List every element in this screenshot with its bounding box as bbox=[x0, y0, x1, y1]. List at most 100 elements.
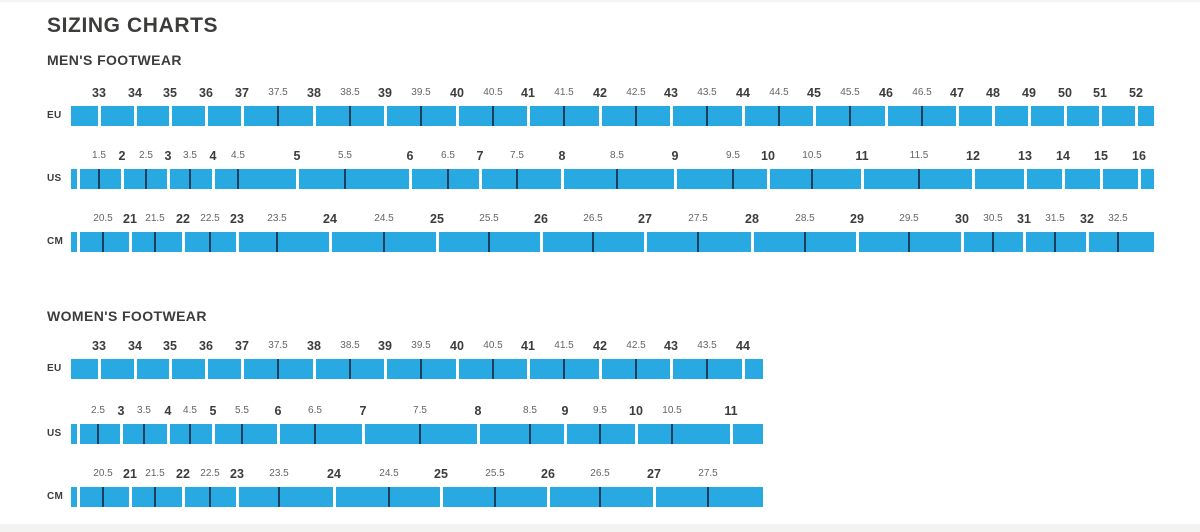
half-size-tick bbox=[671, 424, 673, 444]
size-label: 29 bbox=[850, 212, 864, 226]
whole-size-divider bbox=[362, 424, 365, 444]
half-size-tick bbox=[102, 487, 104, 507]
mens-footwear-row-label-cm: CM bbox=[47, 236, 64, 247]
size-label: 23.5 bbox=[269, 468, 289, 479]
half-size-tick bbox=[697, 232, 699, 252]
whole-size-divider bbox=[635, 424, 638, 444]
whole-size-divider bbox=[670, 359, 673, 379]
whole-size-divider bbox=[169, 359, 172, 379]
half-size-tick bbox=[189, 169, 191, 189]
whole-size-divider bbox=[120, 424, 123, 444]
size-label: 6 bbox=[274, 404, 282, 418]
size-label: 43 bbox=[664, 339, 678, 353]
size-label: 35 bbox=[163, 339, 177, 353]
size-label: 1.5 bbox=[92, 150, 106, 161]
size-label: 21.5 bbox=[145, 213, 165, 224]
size-label: 42.5 bbox=[626, 87, 646, 98]
size-label: 40 bbox=[450, 339, 464, 353]
size-label: 3.5 bbox=[183, 150, 197, 161]
mens-footwear-row-label-eu: EU bbox=[47, 110, 62, 121]
half-size-tick bbox=[143, 424, 145, 444]
half-size-tick bbox=[492, 106, 494, 126]
half-size-tick bbox=[314, 424, 316, 444]
whole-size-divider bbox=[241, 106, 244, 126]
whole-size-divider bbox=[742, 106, 745, 126]
half-size-tick bbox=[529, 424, 531, 444]
size-label: 25 bbox=[434, 467, 448, 481]
whole-size-divider bbox=[205, 106, 208, 126]
half-size-tick bbox=[707, 487, 709, 507]
whole-size-divider bbox=[561, 169, 564, 189]
whole-size-divider bbox=[236, 232, 239, 252]
size-label: 41 bbox=[521, 339, 535, 353]
half-size-tick bbox=[494, 487, 496, 507]
size-label: 5.5 bbox=[338, 150, 352, 161]
bottom-edge-border bbox=[0, 524, 1200, 532]
size-label: 26 bbox=[534, 212, 548, 226]
size-label: 8.5 bbox=[523, 405, 537, 416]
size-label: 3 bbox=[117, 404, 125, 418]
half-size-tick bbox=[488, 232, 490, 252]
size-label: 35 bbox=[163, 86, 177, 100]
whole-size-divider bbox=[167, 424, 170, 444]
half-size-tick bbox=[921, 106, 923, 126]
size-label: 37.5 bbox=[268, 340, 288, 351]
whole-size-divider bbox=[182, 487, 185, 507]
size-label: 45 bbox=[807, 86, 821, 100]
size-label: 8.5 bbox=[610, 150, 624, 161]
size-label: 21 bbox=[123, 212, 137, 226]
half-size-tick bbox=[97, 424, 99, 444]
size-label: 6.5 bbox=[308, 405, 322, 416]
size-label: 23.5 bbox=[267, 213, 287, 224]
size-label: 43 bbox=[664, 86, 678, 100]
half-size-tick bbox=[447, 169, 449, 189]
half-size-tick bbox=[145, 169, 147, 189]
size-label: 16 bbox=[1132, 149, 1146, 163]
womens-footwear-bar-cm bbox=[71, 487, 763, 507]
size-label: 29.5 bbox=[899, 213, 919, 224]
size-label: 24 bbox=[327, 467, 341, 481]
whole-size-divider bbox=[861, 169, 864, 189]
half-size-tick bbox=[420, 106, 422, 126]
size-label: 4.5 bbox=[183, 405, 197, 416]
half-size-tick bbox=[492, 359, 494, 379]
whole-size-divider bbox=[384, 359, 387, 379]
mens-footwear-heading: MEN'S FOOTWEAR bbox=[47, 52, 182, 68]
size-label: 34 bbox=[128, 339, 142, 353]
size-label: 40 bbox=[450, 86, 464, 100]
half-size-tick bbox=[241, 424, 243, 444]
whole-size-divider bbox=[477, 424, 480, 444]
size-label: 22.5 bbox=[200, 213, 220, 224]
whole-size-divider bbox=[121, 169, 124, 189]
whole-size-divider bbox=[241, 359, 244, 379]
whole-size-divider bbox=[730, 424, 733, 444]
size-label: 5.5 bbox=[235, 405, 249, 416]
size-label: 8 bbox=[474, 404, 482, 418]
size-label: 42 bbox=[593, 339, 607, 353]
half-size-tick bbox=[388, 487, 390, 507]
half-size-tick bbox=[277, 106, 279, 126]
size-label: 50 bbox=[1058, 86, 1072, 100]
end-cap-divider bbox=[77, 424, 80, 444]
half-size-tick bbox=[277, 359, 279, 379]
womens-footwear-row-label-eu: EU bbox=[47, 363, 62, 374]
size-label: 30.5 bbox=[983, 213, 1003, 224]
size-label: 27 bbox=[647, 467, 661, 481]
top-edge-border bbox=[0, 0, 1200, 2]
size-label: 43.5 bbox=[697, 340, 717, 351]
size-label: 32.5 bbox=[1108, 213, 1128, 224]
size-label: 8 bbox=[558, 149, 566, 163]
size-label: 41 bbox=[521, 86, 535, 100]
size-label: 7 bbox=[359, 404, 367, 418]
size-label: 46 bbox=[879, 86, 893, 100]
half-size-tick bbox=[706, 106, 708, 126]
size-label: 28 bbox=[745, 212, 759, 226]
size-label: 4 bbox=[209, 149, 217, 163]
half-size-tick bbox=[635, 359, 637, 379]
size-label: 28.5 bbox=[795, 213, 815, 224]
end-cap-divider bbox=[77, 169, 80, 189]
size-label: 10 bbox=[761, 149, 775, 163]
size-label: 6 bbox=[406, 149, 414, 163]
half-size-tick bbox=[599, 424, 601, 444]
size-label: 27 bbox=[638, 212, 652, 226]
